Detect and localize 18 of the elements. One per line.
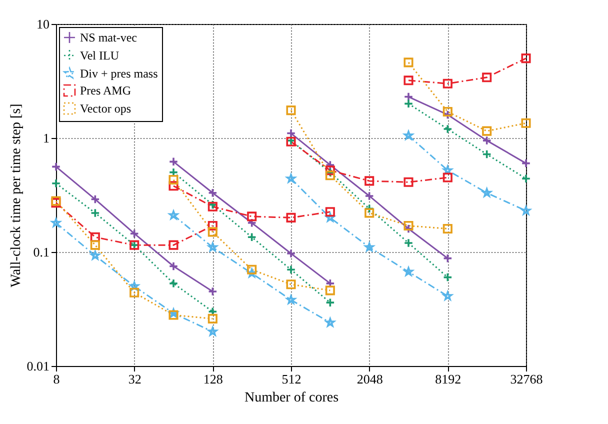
x-tick-label: 8 (53, 372, 60, 386)
x-tick-label: 32 (128, 372, 142, 386)
legend-label: Vector ops (80, 102, 132, 116)
legend-label: Vel ILU (80, 48, 120, 62)
x-tick-label: 32768 (510, 372, 543, 386)
y-tick-label: 0.01 (26, 358, 50, 374)
x-tick-label: 512 (282, 372, 302, 386)
y-tick-label: 0.1 (33, 244, 50, 260)
y-tick-label: 10 (36, 16, 50, 32)
y-tick-label: 1 (43, 130, 50, 146)
x-tick-label: 2048 (356, 372, 383, 386)
x-tick-label: 8192 (435, 372, 462, 386)
legend-label: NS mat-vec (80, 30, 137, 44)
legend-label: Div + pres mass (80, 66, 158, 80)
x-axis-title: Number of cores (244, 390, 339, 406)
legend-label: Pres AMG (80, 84, 132, 98)
y-axis-title: Wall-clock time per time step [s] (8, 104, 24, 288)
x-tick-label: 128 (203, 372, 223, 386)
